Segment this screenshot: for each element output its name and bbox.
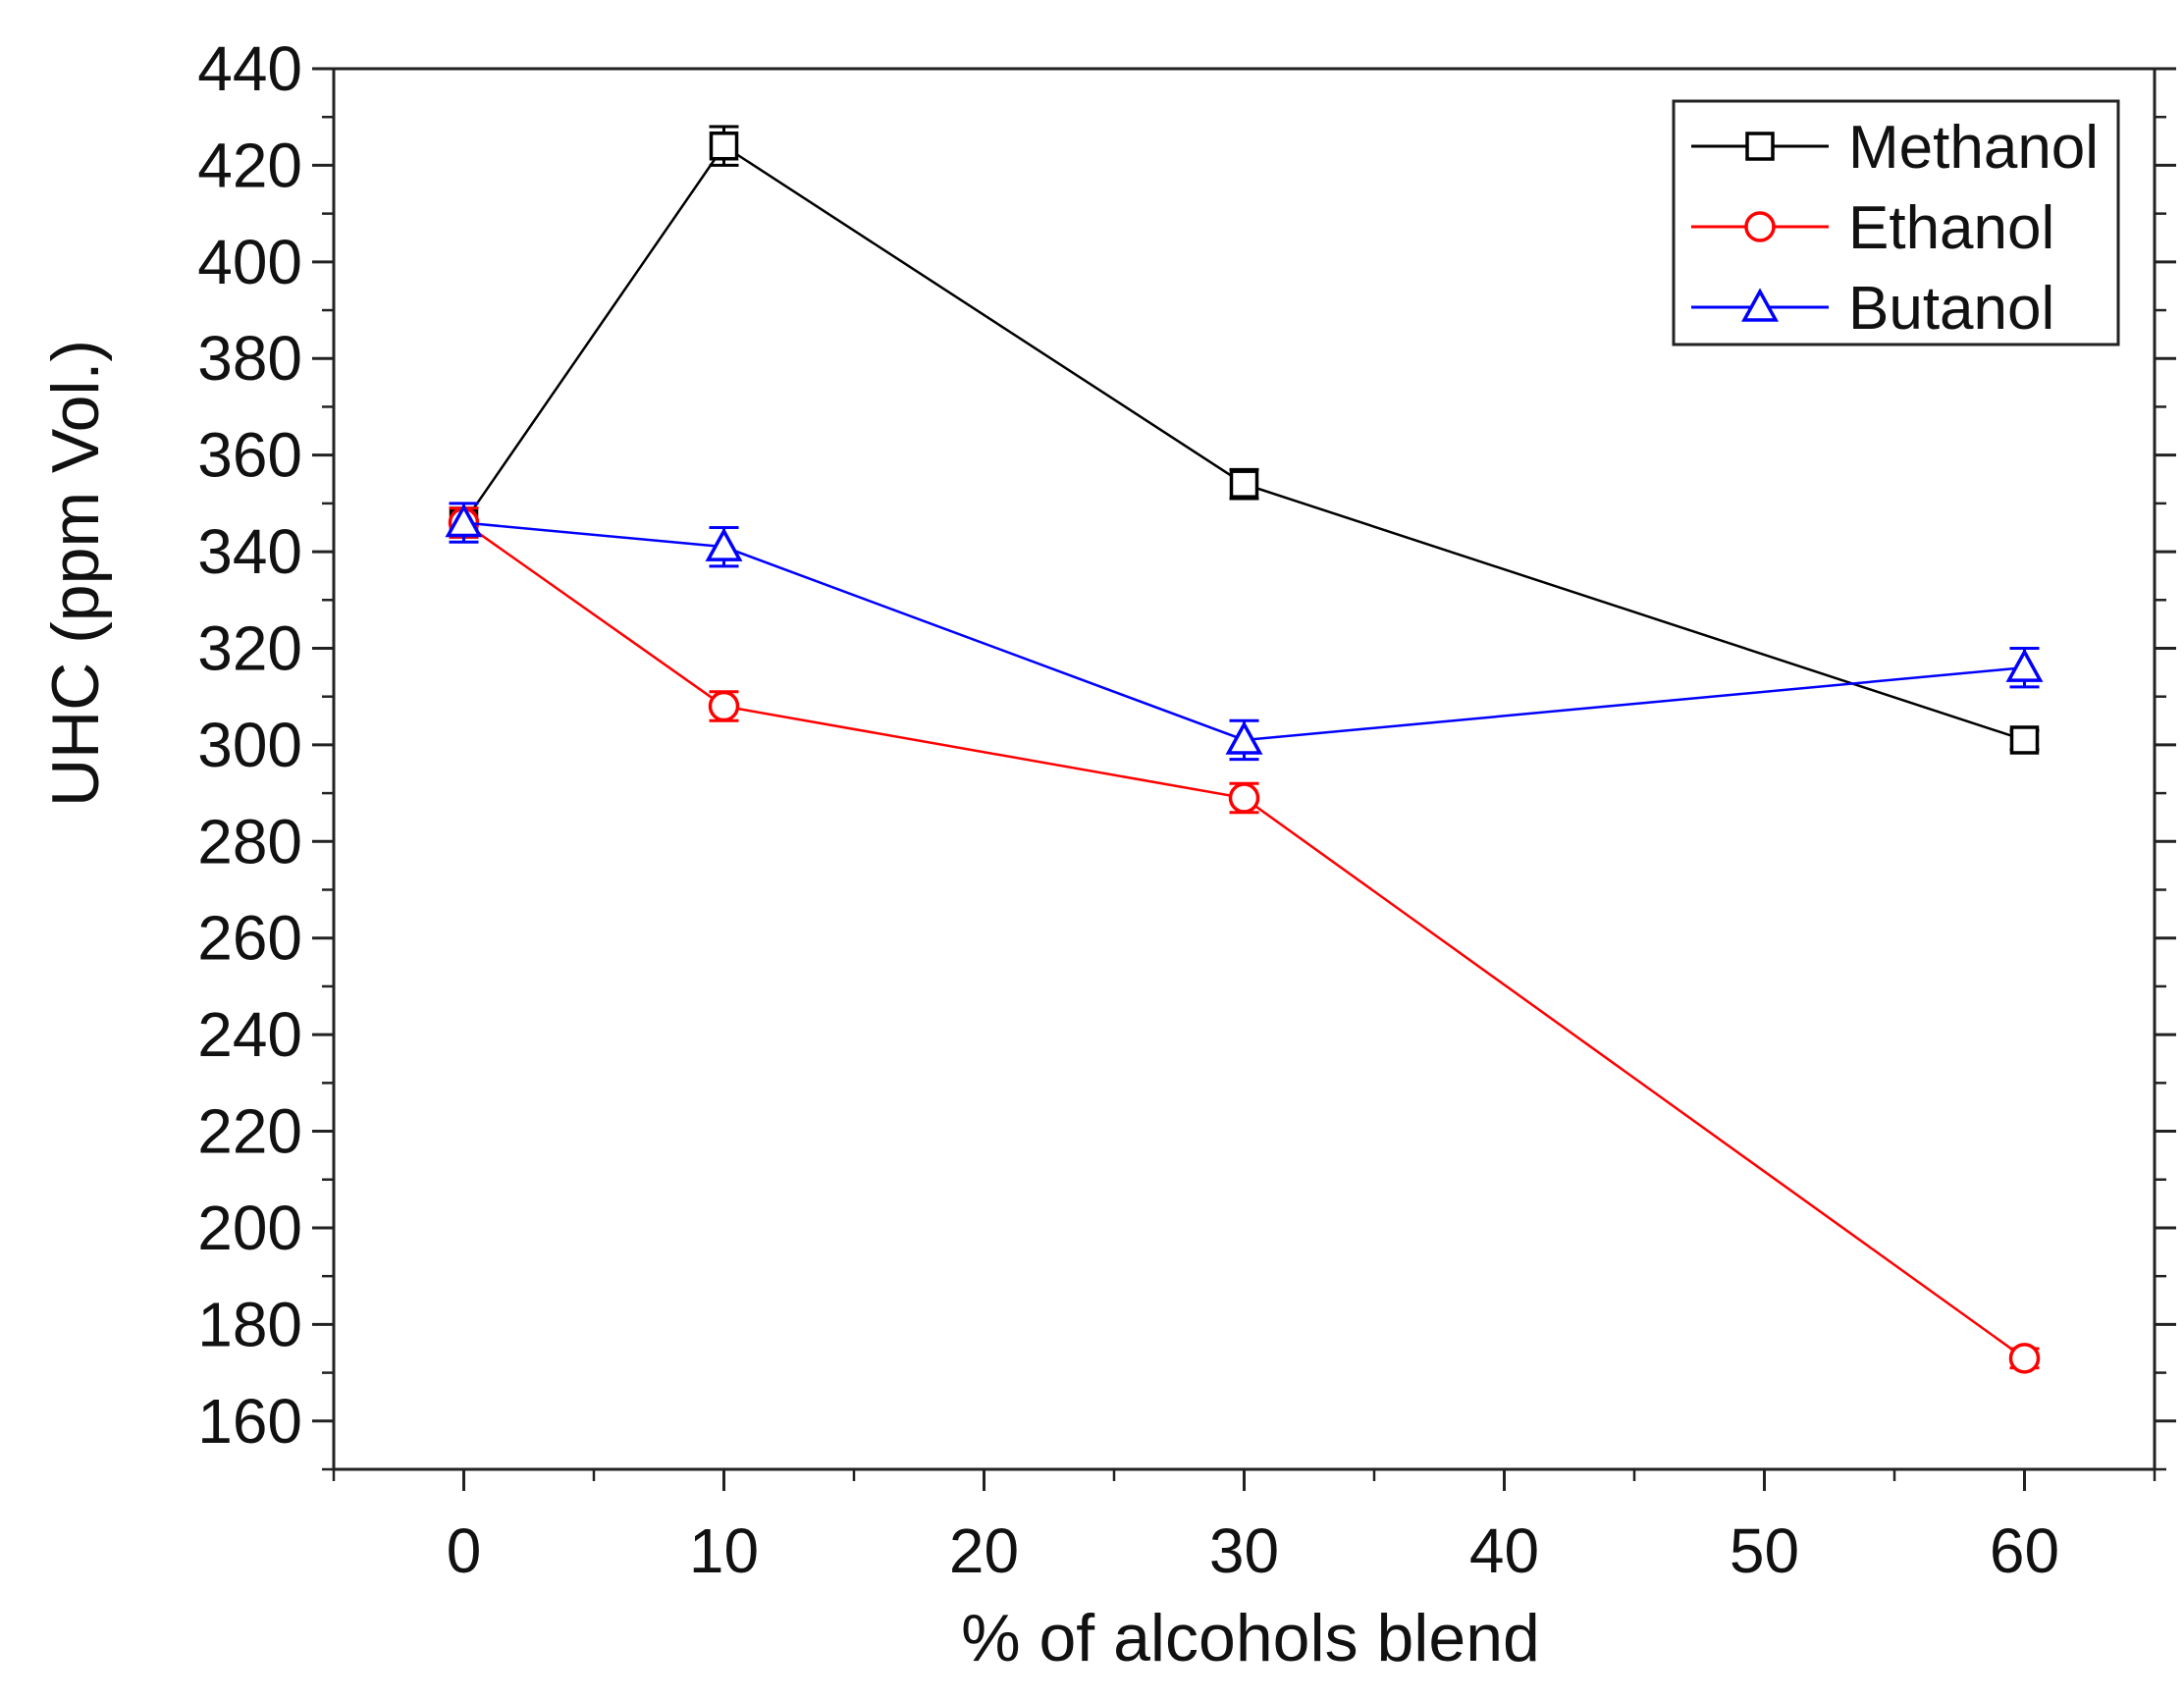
butanol-series: [445, 502, 2044, 762]
ethanol-legend-label: Ethanol: [1848, 194, 2054, 262]
y-tick-label: 420: [197, 130, 302, 200]
y-tick-label: 300: [197, 710, 302, 780]
y-tick-label: 260: [197, 903, 302, 974]
butanol-legend-label: Butanol: [1848, 275, 2054, 343]
ethanol-legend-marker: [1744, 211, 1776, 242]
x-tick-label: 60: [1990, 1515, 2059, 1586]
butanol-point: [2005, 648, 2044, 682]
methanol-point: [709, 131, 739, 161]
x-tick-label: 0: [447, 1515, 482, 1586]
x-tick-label: 20: [949, 1515, 1019, 1586]
x-tick-label: 30: [1209, 1515, 1279, 1586]
methanol-legend-label: Methanol: [1848, 114, 2099, 182]
legend: Methanol Ethanol Butanol: [1672, 99, 2120, 346]
ethanol-line: [462, 521, 2026, 1359]
x-tick-label: 40: [1469, 1515, 1539, 1586]
y-axis-title: UHC (ppm Vol.): [38, 340, 113, 807]
methanol-legend-marker: [1745, 132, 1775, 161]
ethanol-point: [708, 690, 740, 722]
y-tick-label: 440: [197, 33, 302, 104]
y-tick-label: 240: [197, 999, 302, 1070]
y-tick-label: 320: [197, 612, 302, 683]
ethanol-series: [448, 506, 2041, 1374]
methanol-point: [1229, 469, 1259, 499]
y-tick-label: 160: [197, 1386, 302, 1457]
ethanol-point: [1228, 782, 1260, 814]
x-tick-label: 10: [689, 1515, 759, 1586]
butanol-line: [463, 521, 2025, 742]
butanol-point: [445, 503, 483, 538]
y-tick-label: 180: [197, 1289, 302, 1359]
methanol-line: [462, 144, 2025, 742]
y-tick-label: 200: [197, 1193, 302, 1263]
series-layer: [445, 125, 2044, 1374]
y-tick-label: 360: [197, 420, 302, 491]
x-axis-title: % of alcohols blend: [961, 1601, 1540, 1675]
ethanol-point: [2008, 1343, 2041, 1374]
axis-ticks: 1601802002202402602803003203403603804004…: [197, 33, 2176, 1586]
y-tick-label: 220: [197, 1096, 302, 1167]
butanol-legend-marker: [1741, 288, 1779, 322]
butanol-point: [705, 527, 743, 561]
methanol-point: [2009, 725, 2040, 755]
y-tick-label: 280: [197, 806, 302, 876]
y-tick-label: 400: [197, 227, 302, 297]
butanol-point: [1225, 720, 1263, 755]
y-tick-label: 380: [197, 323, 302, 394]
x-tick-label: 50: [1730, 1515, 1799, 1586]
y-tick-label: 340: [197, 516, 302, 587]
